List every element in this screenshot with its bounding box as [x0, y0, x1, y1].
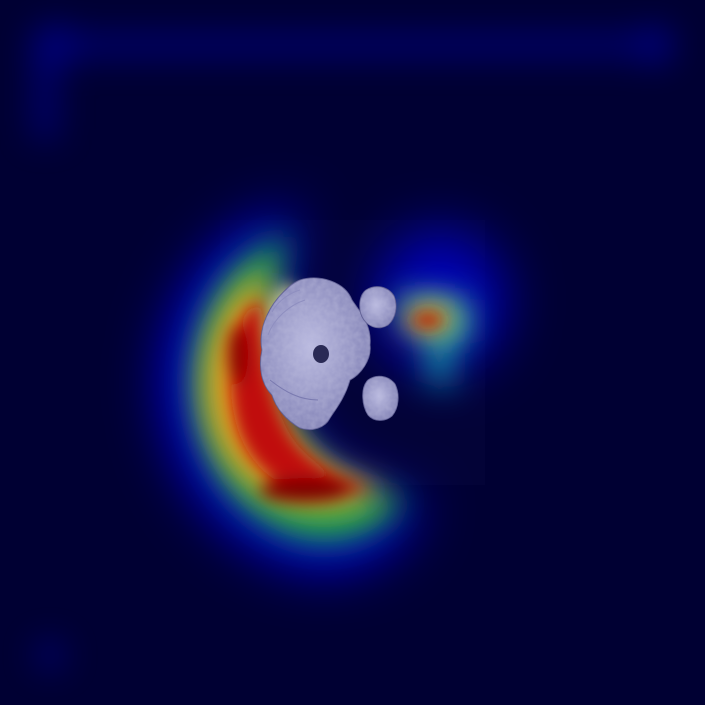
- small-rock-fragment-top: [359, 286, 397, 329]
- rock-hole: [313, 345, 329, 363]
- border-glow: [30, 23, 675, 671]
- small-rock-fragment-bottom: [362, 375, 399, 421]
- large-rock-fragment: [259, 277, 371, 431]
- heat-peak: [228, 300, 444, 502]
